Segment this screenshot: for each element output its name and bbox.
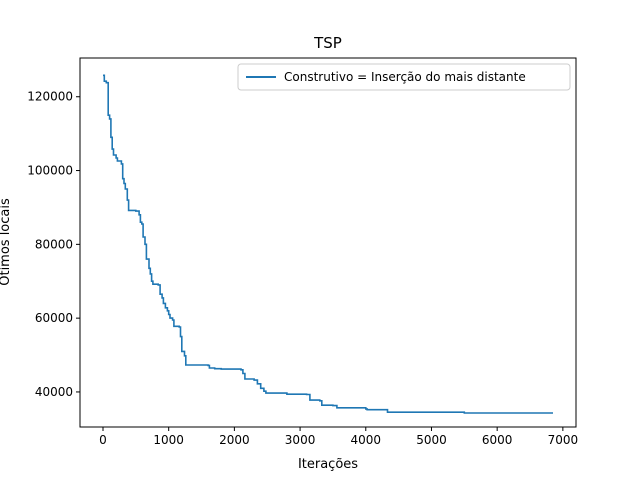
x-tick-label: 6000 bbox=[482, 433, 513, 447]
x-tick-label: 1000 bbox=[153, 433, 184, 447]
y-tick-label: 100000 bbox=[27, 164, 73, 178]
legend-label: Construtivo = Inserção do mais distante bbox=[284, 70, 526, 84]
chart-title: TSP bbox=[313, 34, 342, 52]
legend: Construtivo = Inserção do mais distante bbox=[237, 63, 571, 91]
y-tick-label: 40000 bbox=[35, 385, 73, 399]
x-tick-label: 4000 bbox=[351, 433, 382, 447]
y-tick-label: 60000 bbox=[35, 311, 73, 325]
y-tick-label: 80000 bbox=[35, 237, 73, 251]
y-tick-label: 120000 bbox=[27, 90, 73, 104]
legend-box bbox=[237, 63, 571, 91]
x-tick-label: 7000 bbox=[548, 433, 579, 447]
x-tick-label: 0 bbox=[99, 433, 107, 447]
x-axis-label: Iterações bbox=[298, 457, 358, 472]
x-tick-label: 3000 bbox=[285, 433, 316, 447]
plot-frame bbox=[79, 57, 577, 428]
x-tick-label: 2000 bbox=[219, 433, 250, 447]
y-axis-label: Ótimos locais bbox=[0, 198, 13, 286]
series-line-0 bbox=[103, 74, 553, 414]
x-tick-label: 5000 bbox=[416, 433, 447, 447]
